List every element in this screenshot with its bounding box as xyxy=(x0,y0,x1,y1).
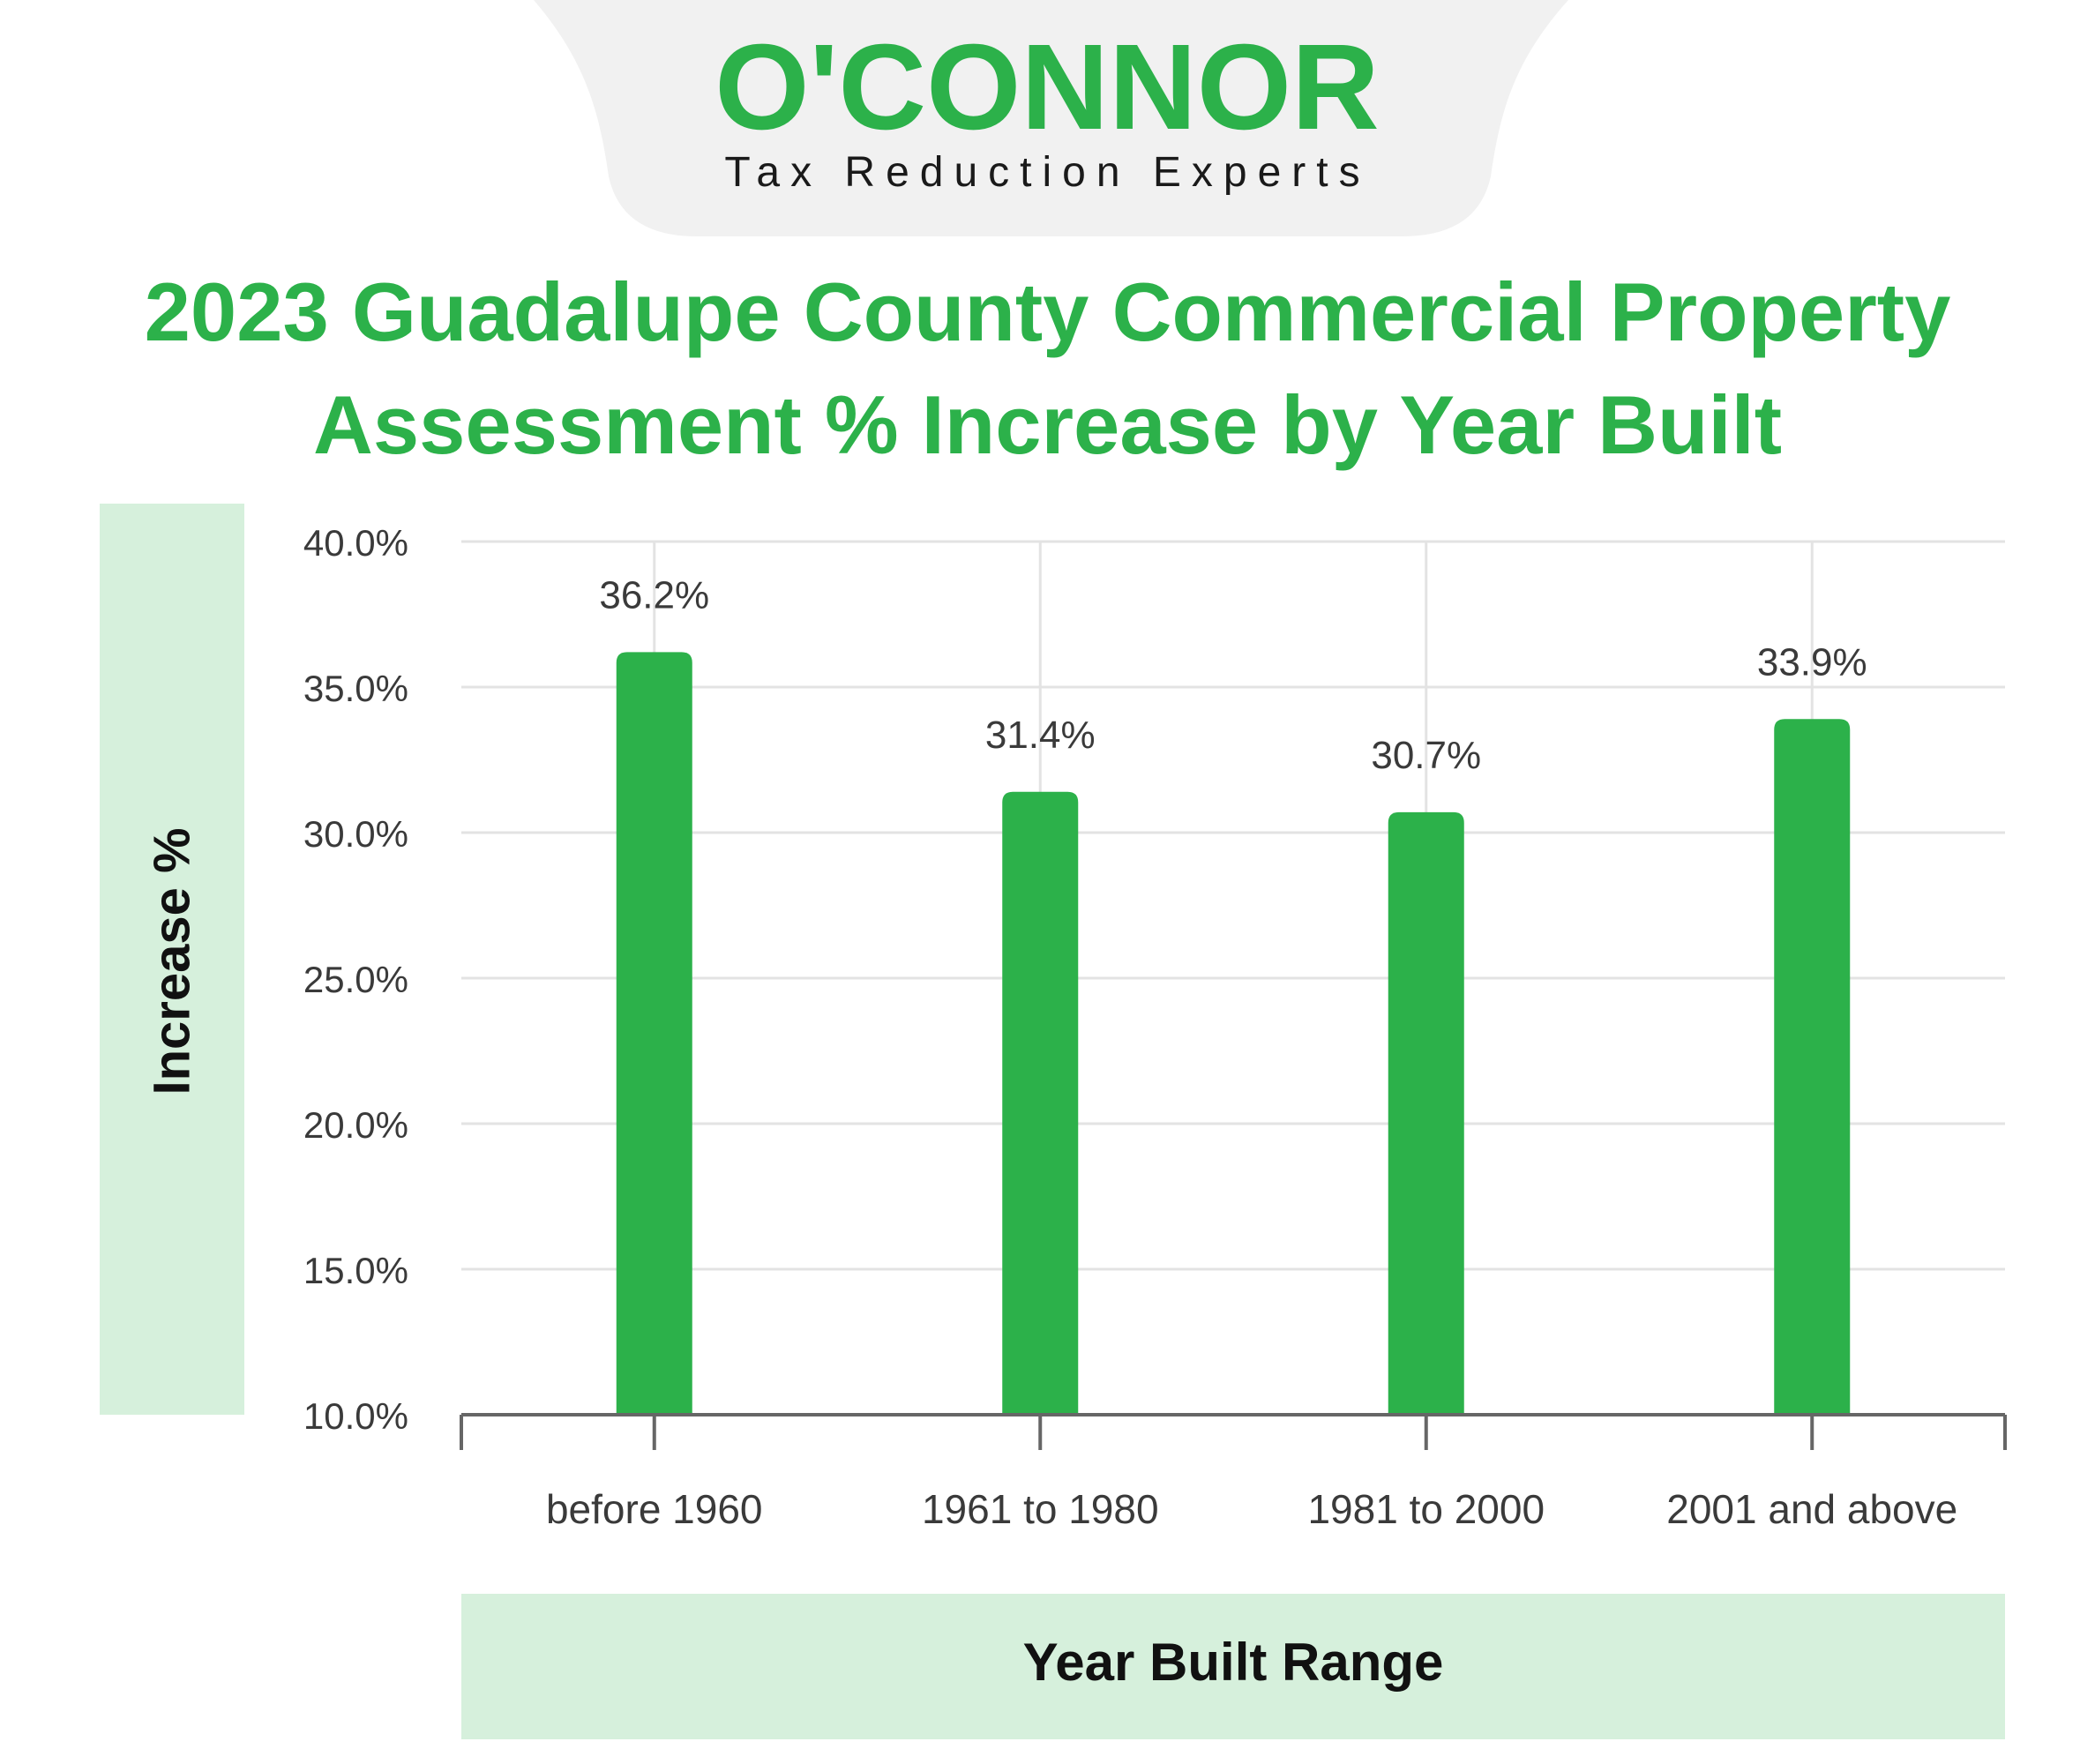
oconnor-logo: O'CONNOR xyxy=(715,25,1379,155)
bar xyxy=(1774,719,1851,1415)
y-tick-label: 25.0% xyxy=(303,959,408,1000)
x-tick-label: before 1960 xyxy=(546,1486,763,1532)
bar-value-label: 36.2% xyxy=(599,573,709,617)
chart-title-line-1: 2023 Guadalupe County Commercial Propert… xyxy=(144,265,1951,358)
x-axis-label: Year Built Range xyxy=(1022,1633,1444,1692)
bar xyxy=(1388,811,1464,1415)
bar-value-label: 33.9% xyxy=(1757,640,1867,684)
logo-wordmark-text: O'CONNOR xyxy=(715,25,1379,155)
chart-title-line-2: Assessment % Increase by Year Built xyxy=(312,378,1782,471)
bar-value-label: 30.7% xyxy=(1371,734,1481,777)
bar xyxy=(1002,791,1079,1415)
x-axis-label-panel xyxy=(461,1594,2005,1739)
y-tick-label: 30.0% xyxy=(303,813,408,855)
y-tick-label: 40.0% xyxy=(303,522,408,564)
y-tick-label: 35.0% xyxy=(303,668,408,709)
chart-title: 2023 Guadalupe County Commercial Propert… xyxy=(0,256,2095,482)
y-axis-label-panel xyxy=(100,504,244,1415)
header-tab xyxy=(534,0,1568,236)
y-tick-label: 20.0% xyxy=(303,1104,408,1146)
logo-tagline: Tax Reduction Experts xyxy=(724,149,1371,196)
bar-value-label: 31.4% xyxy=(985,714,1096,757)
x-tick-label: 2001 and above xyxy=(1666,1486,1957,1532)
bar xyxy=(616,652,692,1415)
x-tick-label: 1961 to 1980 xyxy=(922,1486,1159,1532)
x-tick-label: 1981 to 2000 xyxy=(1307,1486,1545,1532)
y-tick-label: 10.0% xyxy=(303,1395,408,1437)
y-tick-label: 15.0% xyxy=(303,1250,408,1291)
